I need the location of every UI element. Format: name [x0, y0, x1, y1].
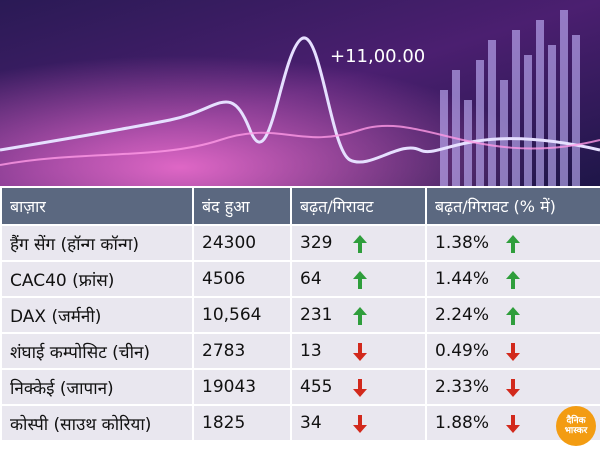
cell-text: 1.88%: [435, 413, 490, 433]
logo-text: दैनिक: [566, 416, 586, 426]
table-cell: 2783: [192, 332, 292, 370]
table-cell: 1.38%: [425, 224, 600, 262]
table-row: निक्केई (जापान) 19043 455 2.33%: [0, 368, 600, 406]
cell-text: 329: [300, 233, 333, 253]
cell-text: शंघाई कम्पोसिट (चीन): [10, 342, 151, 363]
trend-arrow-down: [353, 343, 367, 361]
table-cell: 34: [290, 404, 427, 442]
banner-text: +11,00.00: [330, 46, 425, 67]
cell-text: निक्केई (जापान): [10, 378, 114, 399]
table-cell: निक्केई (जापान): [0, 368, 194, 406]
trend-arrow-down: [353, 415, 367, 433]
table-cell: कोस्पी (साउथ कोरिया): [0, 404, 194, 442]
table-cell: 24300: [192, 224, 292, 262]
cell-text: 19043: [202, 377, 257, 397]
table-cell: 231: [290, 296, 427, 334]
table-cell: 19043: [192, 368, 292, 406]
trend-arrow-up: [506, 235, 520, 253]
table-row: शंघाई कम्पोसिट (चीन) 2783 13 0.49%: [0, 332, 600, 370]
cell-text: हैंग सेंग (हॉन्ग कॉन्ग): [10, 234, 139, 255]
cell-text: DAX (जर्मनी): [10, 306, 102, 327]
table-cell: 64: [290, 260, 427, 298]
table-cell: CAC40 (फ्रांस): [0, 260, 194, 298]
cell-text: 1.44%: [435, 269, 490, 289]
table-cell: 10,564: [192, 296, 292, 334]
trend-arrow-up: [506, 307, 520, 325]
table-cell: DAX (जर्मनी): [0, 296, 194, 334]
cell-text: 2783: [202, 341, 246, 361]
trend-arrow-down: [506, 379, 520, 397]
table-row: DAX (जर्मनी) 10,564 231 2.24%: [0, 296, 600, 334]
trend-arrow-up: [353, 235, 367, 253]
table-cell: 0.49%: [425, 332, 600, 370]
cell-text: 1.38%: [435, 233, 490, 253]
trend-arrow-down: [353, 379, 367, 397]
table-cell: हैंग सेंग (हॉन्ग कॉन्ग): [0, 224, 194, 262]
cell-text: 64: [300, 269, 322, 289]
table-cell: 1.44%: [425, 260, 600, 298]
cell-text: 1825: [202, 413, 246, 433]
table-row: कोस्पी (साउथ कोरिया) 1825 34 1.88%: [0, 404, 600, 442]
header-cell: बंद हुआ: [192, 186, 292, 226]
table-cell: 4506: [192, 260, 292, 298]
cell-text: 231: [300, 305, 333, 325]
cell-text: 2.24%: [435, 305, 490, 325]
table-row: हैंग सेंग (हॉन्ग कॉन्ग) 24300 329 1.38%: [0, 224, 600, 262]
cell-text: 2.33%: [435, 377, 490, 397]
trend-arrow-down: [506, 343, 520, 361]
cell-text: 13: [300, 341, 322, 361]
market-table: बाज़ार बंद हुआ बढ़त/गिरावट बढ़त/गिरावट (% म…: [0, 186, 600, 442]
table-cell: 455: [290, 368, 427, 406]
cell-text: 4506: [202, 269, 246, 289]
table-cell: शंघाई कम्पोसिट (चीन): [0, 332, 194, 370]
header-row: बाज़ार बंद हुआ बढ़त/गिरावट बढ़त/गिरावट (% म…: [0, 186, 600, 226]
header-cell: बढ़त/गिरावट (% में): [425, 186, 600, 226]
header-cell: बाज़ार: [0, 186, 194, 226]
cell-text: 10,564: [202, 305, 262, 325]
logo-text: भास्कर: [564, 426, 588, 436]
table-cell: 13: [290, 332, 427, 370]
table-cell: 2.24%: [425, 296, 600, 334]
table-cell: 2.33%: [425, 368, 600, 406]
cell-text: 34: [300, 413, 322, 433]
trend-arrow-down: [506, 415, 520, 433]
logo: दैनिक भास्कर: [556, 406, 596, 446]
header-cell: बढ़त/गिरावट: [290, 186, 427, 226]
cell-text: 455: [300, 377, 333, 397]
table-cell: 329: [290, 224, 427, 262]
cell-text: कोस्पी (साउथ कोरिया): [10, 414, 152, 435]
trend-arrow-up: [353, 307, 367, 325]
cell-text: CAC40 (फ्रांस): [10, 270, 115, 291]
banner: +11,00.00: [0, 0, 600, 186]
cell-text: 0.49%: [435, 341, 490, 361]
trend-arrow-up: [353, 271, 367, 289]
table-row: CAC40 (फ्रांस) 4506 64 1.44%: [0, 260, 600, 298]
cell-text: 24300: [202, 233, 257, 253]
table-cell: 1825: [192, 404, 292, 442]
trend-arrow-up: [506, 271, 520, 289]
